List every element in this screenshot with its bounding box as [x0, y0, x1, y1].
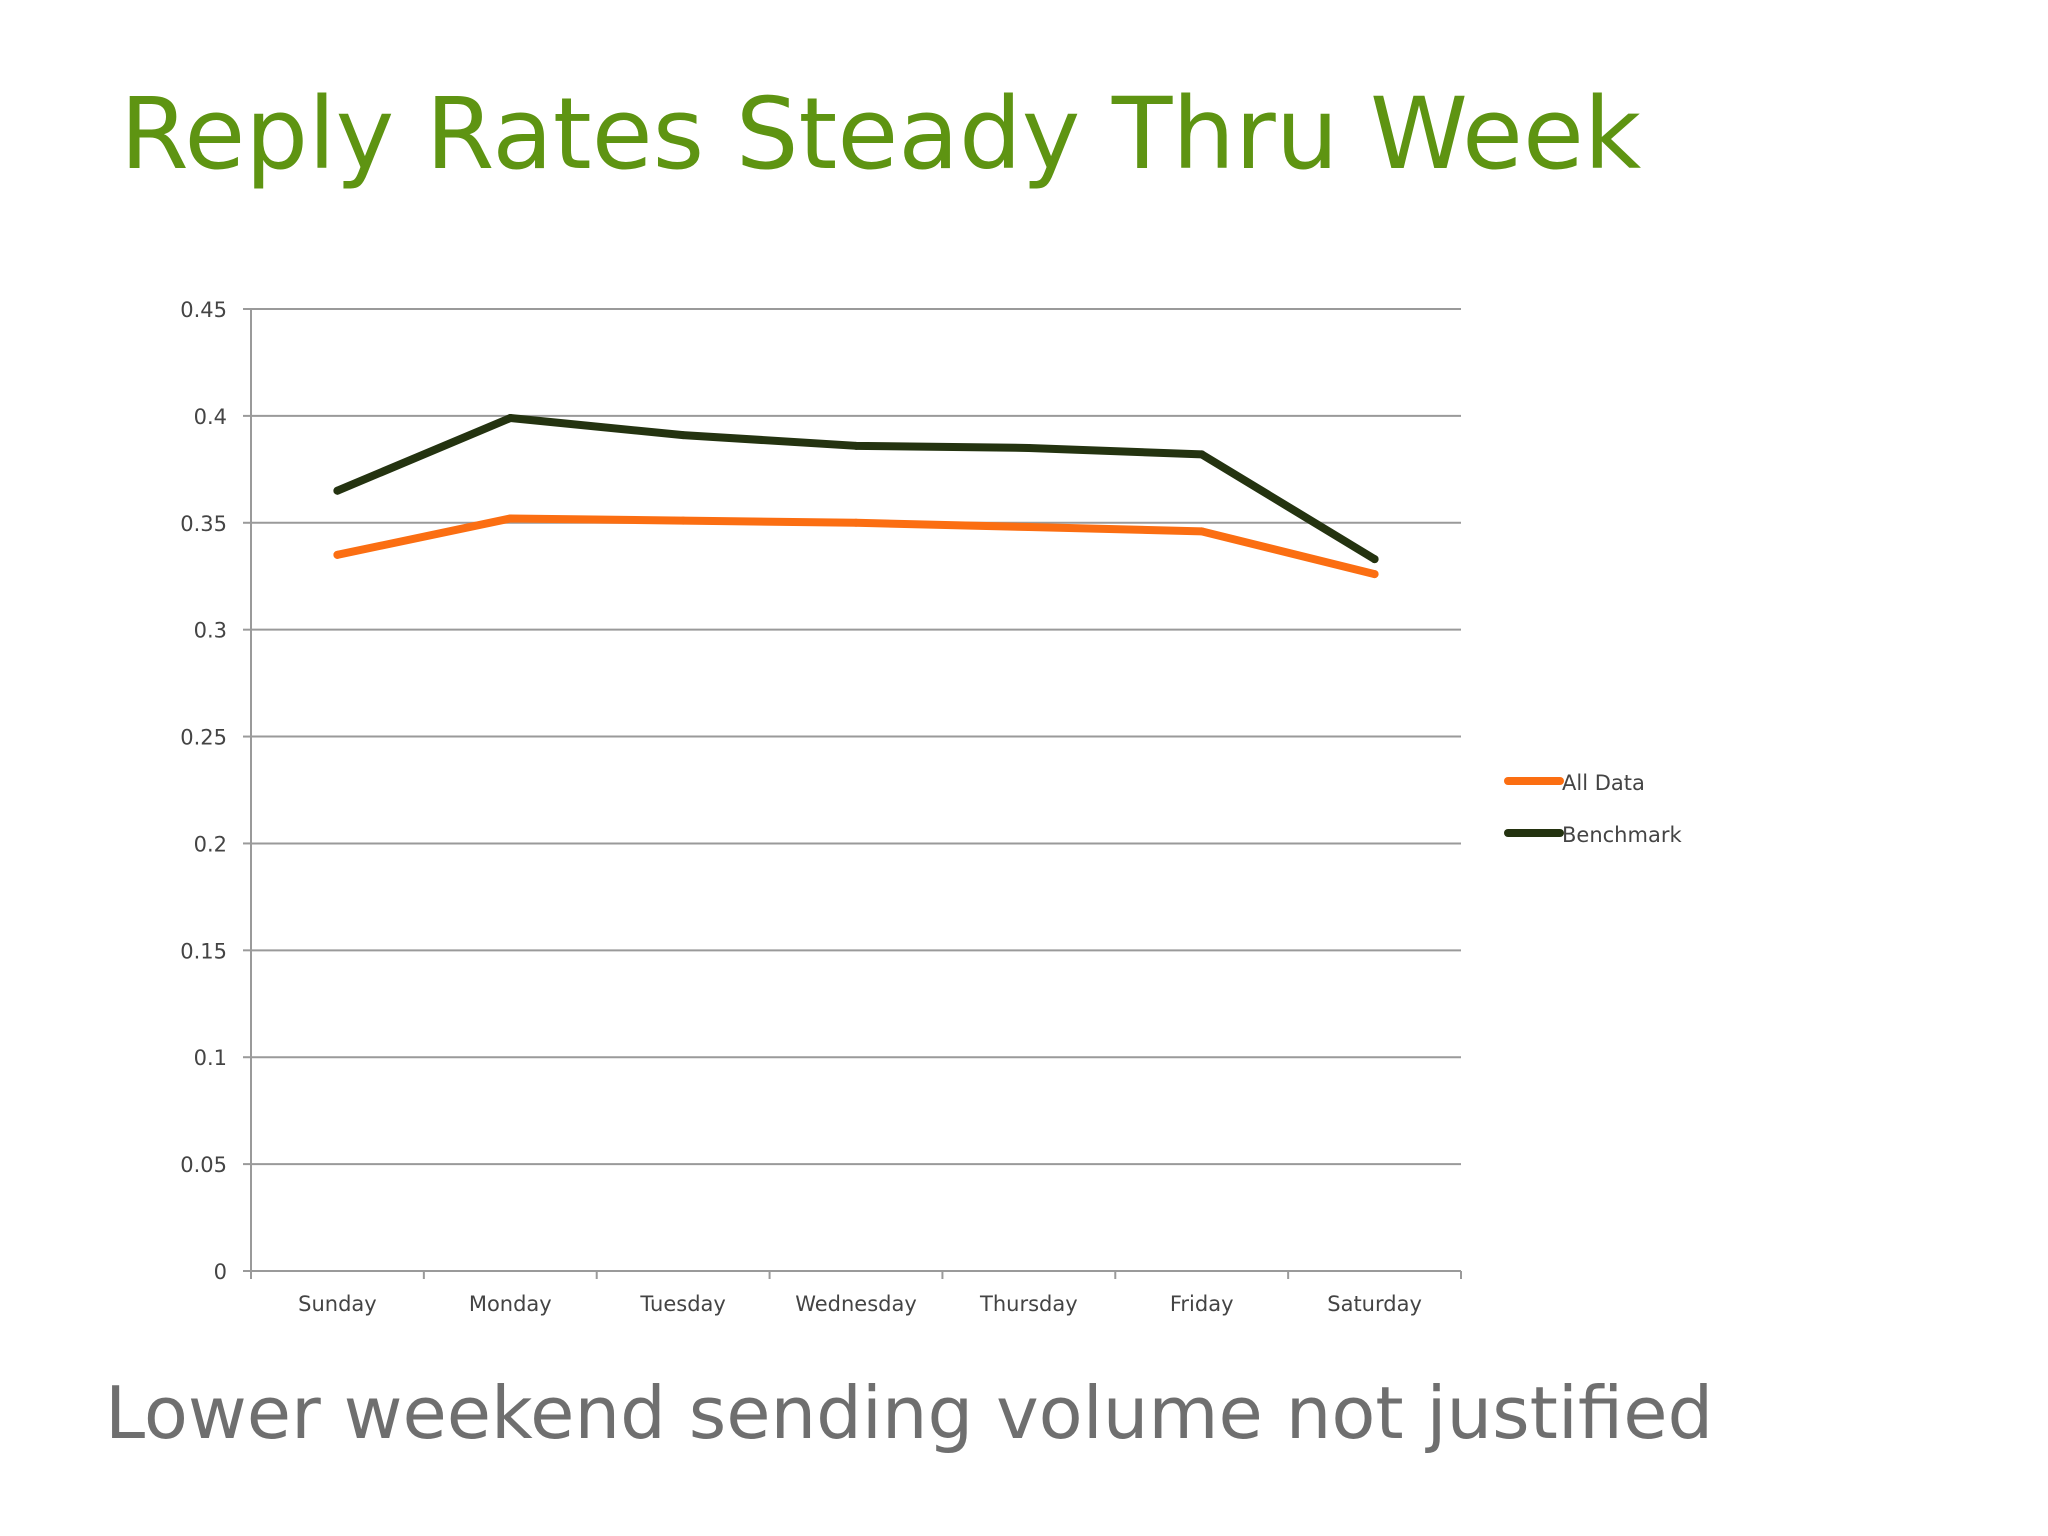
gridlines: [251, 308, 1461, 1166]
y-tick-label: 0.35: [180, 512, 227, 536]
x-tick-label: Thursday: [979, 1292, 1078, 1316]
y-tick-label: 0: [214, 1260, 227, 1284]
x-tick-label: Tuesday: [639, 1292, 725, 1316]
data-point: [506, 414, 515, 423]
data-point: [852, 441, 860, 450]
x-tick-label: Wednesday: [795, 1292, 917, 1316]
data-point: [1024, 443, 1033, 452]
y-tick-labels: 0 0.05 0.1 0.15 0.2 0.25 0.3 0.35 0.4 0.45: [180, 298, 227, 1284]
x-tick-label: Sunday: [298, 1292, 377, 1316]
data-point: [333, 550, 342, 559]
series-line-all-data: [333, 514, 1379, 579]
slide-footer: Lower weekend sending volume not justifi…: [105, 1371, 1714, 1455]
y-tick-label: 0.4: [194, 405, 227, 429]
data-point: [679, 431, 688, 440]
legend: All Data Benchmark: [1504, 771, 1682, 847]
data-point: [679, 516, 688, 525]
data-point: [1370, 570, 1379, 579]
data-point: [1370, 555, 1379, 564]
y-tick-label: 0.15: [180, 939, 227, 963]
data-point: [1197, 450, 1206, 459]
series-lines: [333, 414, 1379, 579]
y-tick-label: 0.25: [180, 726, 227, 750]
data-point: [1197, 527, 1206, 536]
y-tick-label: 0.45: [180, 298, 227, 322]
slide-title: Reply Rates Steady Thru Week: [120, 77, 1642, 192]
x-tick-label: Friday: [1170, 1292, 1234, 1316]
x-tick-label: Monday: [469, 1292, 552, 1316]
x-tick-labels: Sunday Monday Tuesday Wednesday Thursday Frid…: [298, 1292, 1422, 1316]
legend-label: Benchmark: [1562, 823, 1682, 847]
data-point: [1024, 523, 1033, 532]
data-point: [852, 518, 860, 527]
y-tick-label: 0.3: [194, 619, 227, 643]
legend-label: All Data: [1562, 771, 1645, 795]
axes: [243, 308, 1462, 1279]
y-tick-label: 0.1: [194, 1046, 227, 1070]
data-point: [333, 486, 342, 495]
y-tick-label: 0.2: [194, 832, 227, 856]
y-tick-label: 0.05: [180, 1153, 227, 1177]
data-point: [506, 514, 515, 523]
x-tick-label: Saturday: [1327, 1292, 1422, 1316]
